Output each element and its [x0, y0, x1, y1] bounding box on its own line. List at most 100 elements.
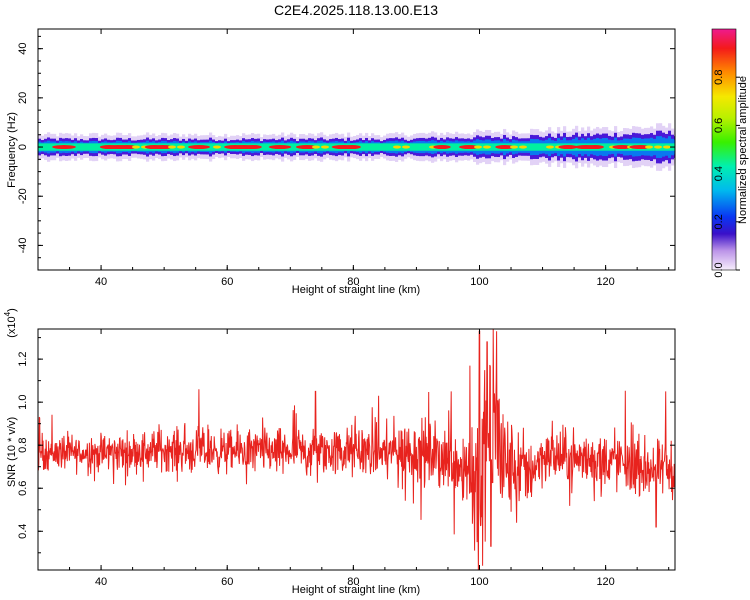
band-peak-cell: [244, 145, 262, 150]
y-tick-label: 40: [17, 43, 29, 55]
band-high-cell: [663, 145, 671, 149]
band-peak-cell: [558, 145, 578, 150]
x-tick-label: 100: [470, 576, 488, 588]
colorbar-tick-label: 0.4: [713, 166, 725, 181]
band-core-cell: [383, 143, 387, 151]
band-core-cell: [422, 143, 426, 151]
band-core-cell: [83, 143, 87, 151]
band-core-cell: [95, 143, 99, 151]
band-core-cell: [77, 143, 81, 151]
colorbar: 0.0 0.2 0.4 0.6 0.8 Normalized spectral ampl…: [711, 28, 749, 278]
band-core-cell: [185, 143, 189, 151]
band-peak-cell: [459, 145, 479, 150]
colorbar-frame: [711, 28, 737, 271]
colorbar-tick-label: 0.0: [713, 262, 725, 277]
band-peak-cell: [52, 145, 76, 150]
band-core-cell: [413, 143, 417, 151]
band-core-cell: [377, 143, 381, 151]
band-core-cell: [452, 143, 456, 151]
snr-frame: [37, 328, 676, 571]
x-tick-label: 120: [596, 276, 614, 288]
band-high-cell: [519, 145, 527, 149]
band-core-cell: [263, 143, 267, 151]
band-peak-cell: [495, 145, 515, 150]
spectrogram-x-ticks: 40 60 80 100 120: [69, 29, 670, 288]
spectrogram-panel: 40 60 80 100 120 40 20 0 -20 -40 Height of strai…: [6, 28, 676, 296]
band-high-cell: [645, 145, 653, 149]
snr-x-ticks: 40 60 80 100 120: [69, 329, 670, 588]
x-tick-label: 80: [347, 276, 359, 288]
band-high-cell: [132, 145, 140, 149]
band-high-cell: [312, 145, 320, 149]
band-core-cell: [605, 143, 609, 151]
band-core-cell: [221, 143, 225, 151]
colorbar-gradient: [712, 29, 736, 270]
band-peak-cell: [433, 145, 451, 150]
band-core-cell: [89, 143, 93, 151]
snr-x-axis-label: Height of straight line (km): [292, 584, 420, 596]
y-tick-label: -20: [17, 188, 29, 204]
y-tick-label: 0.6: [17, 481, 29, 496]
band-core-cell: [290, 143, 294, 151]
band-high-cell: [393, 145, 401, 149]
band-core-cell: [425, 143, 429, 151]
chart-title: C2E4.2025.118.13.00.E13: [274, 2, 438, 18]
colorbar-tick-label: 0.6: [713, 118, 725, 133]
band-peak-cell: [629, 145, 651, 150]
band-core-cell: [374, 143, 378, 151]
band-peak-cell: [586, 145, 604, 150]
snr-y-ticks: 1.2 1.0 0.8 0.6 0.4: [17, 337, 675, 554]
x-tick-label: 120: [596, 576, 614, 588]
y-tick-label: 0: [17, 144, 29, 150]
band-peak-cell: [188, 145, 210, 150]
band-peak-cell: [343, 145, 361, 150]
x-tick-label: 40: [95, 576, 107, 588]
band-core-cell: [47, 143, 51, 151]
band-high-cell: [168, 145, 176, 149]
band-core-cell: [491, 143, 495, 151]
y-tick-label: 20: [17, 92, 29, 104]
y-tick-label: 0.8: [17, 438, 29, 453]
band-core-cell: [209, 143, 213, 151]
x-tick-label: 80: [347, 576, 359, 588]
x-tick-label: 100: [470, 276, 488, 288]
band-core-cell: [368, 143, 372, 151]
spectrogram-x-axis-label: Height of straight line (km): [292, 284, 420, 296]
band-core-cell: [419, 143, 423, 151]
band-core-cell: [410, 143, 414, 151]
band-core-cell: [266, 143, 270, 151]
band-core-cell: [371, 143, 375, 151]
band-high-cell: [483, 145, 491, 149]
band-peak-cell: [115, 145, 139, 150]
band-core-cell: [527, 143, 531, 151]
spectrogram-frame: [37, 28, 676, 271]
band-high-cell: [213, 145, 221, 149]
x-tick-label: 60: [221, 276, 233, 288]
snr-series-line: [38, 329, 675, 570]
spectrogram-band: [38, 123, 675, 171]
band-core-cell: [92, 143, 96, 151]
spectrogram-y-ticks: 40 20 0 -20 -40: [17, 35, 675, 259]
band-core-cell: [536, 143, 540, 151]
x-tick-label: 40: [95, 276, 107, 288]
band-core-cell: [329, 143, 333, 151]
band-high-cell: [546, 145, 554, 149]
band-core-cell: [44, 143, 48, 151]
band-core-cell: [530, 143, 534, 151]
band-core-cell: [539, 143, 543, 151]
y-tick-label: 0.4: [17, 524, 29, 539]
y-tick-label: 1.2: [17, 351, 29, 366]
band-core-cell: [50, 143, 54, 151]
band-core-cell: [416, 143, 420, 151]
band-core-cell: [386, 143, 390, 151]
snr-panel: 40 60 80 100 120 1.2 1.0 0.8 0.6 0.4 Height of s…: [3, 308, 676, 596]
snr-y-axis-label: SNR (10 * v/v): [6, 417, 18, 487]
band-high-cell: [402, 145, 410, 149]
colorbar-tick-label: 0.8: [713, 70, 725, 85]
band-core-cell: [86, 143, 90, 151]
band-core-cell: [542, 143, 546, 151]
band-core-cell: [533, 143, 537, 151]
x-tick-label: 60: [221, 576, 233, 588]
colorbar-ticks: 0.0 0.2 0.4 0.6 0.8: [713, 70, 740, 278]
